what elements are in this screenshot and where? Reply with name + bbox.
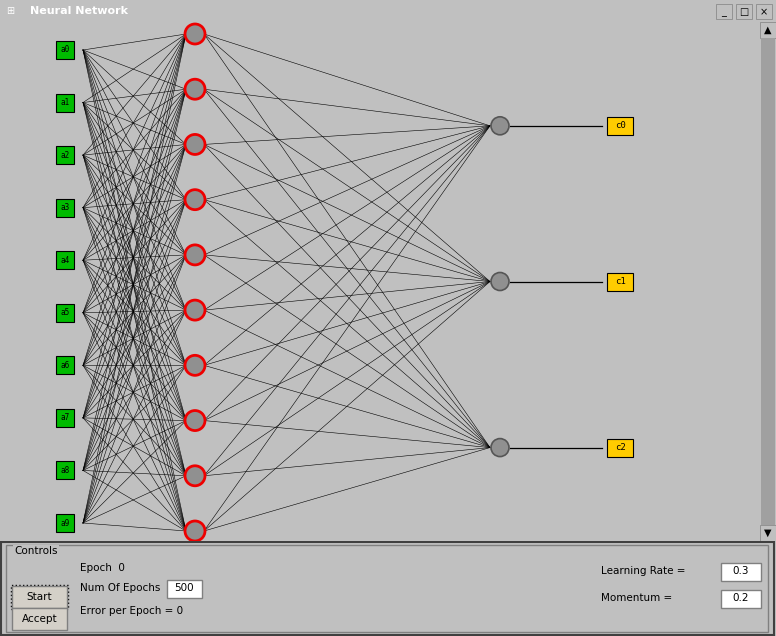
Bar [12,586,67,608]
Bar [56,251,74,269]
Text: _: _ [722,7,726,17]
Bar [56,304,74,322]
Circle shape [185,356,205,375]
Text: a3: a3 [61,203,70,212]
Text: a9: a9 [61,518,70,527]
Text: a2: a2 [61,151,70,160]
Bar [721,563,761,581]
Circle shape [491,117,509,135]
Circle shape [185,521,205,541]
Bar [721,590,761,608]
Circle shape [185,466,205,486]
Bar [760,22,776,38]
Bar [760,525,776,541]
Bar [607,117,633,135]
Bar [56,462,74,480]
Bar [56,93,74,111]
Bar [56,146,74,164]
Circle shape [185,190,205,210]
Circle shape [185,411,205,431]
Bar [736,4,752,19]
Circle shape [185,24,205,44]
Text: a8: a8 [61,466,70,475]
Bar [56,198,74,217]
Text: a0: a0 [61,46,70,55]
Bar [56,41,74,59]
Bar [607,272,633,291]
Text: 0.2: 0.2 [733,593,750,603]
Text: Controls: Controls [14,546,57,556]
Bar [167,580,202,598]
Text: □: □ [740,7,749,17]
Text: Num Of Epochs: Num Of Epochs [80,583,161,593]
Circle shape [491,272,509,291]
Circle shape [491,439,509,457]
Text: ▼: ▼ [764,528,772,538]
Text: c1: c1 [615,277,625,286]
Circle shape [185,134,205,155]
Circle shape [185,80,205,99]
Text: Epoch  0: Epoch 0 [80,563,125,573]
Text: Neural Network: Neural Network [30,6,128,16]
Text: Accept: Accept [22,614,57,624]
Text: Momentum =: Momentum = [601,593,672,603]
Bar [761,38,775,525]
Bar [56,356,74,375]
Text: a5: a5 [61,308,70,317]
Bar [56,409,74,427]
Text: a7: a7 [61,413,70,422]
Text: 0.3: 0.3 [733,566,750,576]
Bar [756,4,772,19]
Text: a6: a6 [61,361,70,370]
Text: ⊞: ⊞ [6,6,14,16]
Bar [716,4,732,19]
Text: a1: a1 [61,98,70,107]
Bar [2,4,18,20]
Text: Learning Rate =: Learning Rate = [601,566,685,576]
Text: Error per Epoch = 0: Error per Epoch = 0 [80,606,183,616]
Text: a4: a4 [61,256,70,265]
Text: c2: c2 [615,443,625,452]
Circle shape [185,300,205,320]
Circle shape [185,245,205,265]
Text: ×: × [760,7,768,17]
Bar [607,439,633,457]
Text: ▲: ▲ [764,25,772,35]
Bar [12,608,67,630]
Text: c0: c0 [615,121,625,130]
Bar [11,585,68,609]
Text: Start: Start [26,592,52,602]
Text: 500: 500 [174,583,194,593]
Bar [56,514,74,532]
